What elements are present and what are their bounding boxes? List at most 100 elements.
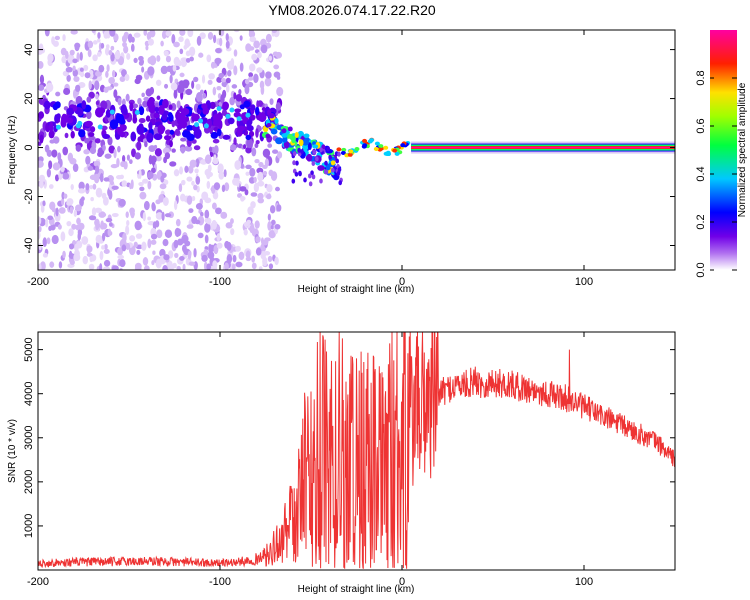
spectrogram-cell xyxy=(336,171,341,177)
spectrogram-cell xyxy=(238,89,242,95)
colorbar-ticks: 0.0 0.2 0.4 0.6 0.8 xyxy=(695,70,737,278)
spectrogram-cell xyxy=(164,229,173,239)
spectrogram-cell xyxy=(188,261,196,266)
spectrogram-cell xyxy=(340,150,346,155)
spectrogram-cell xyxy=(191,113,200,122)
spectrogram-cell xyxy=(79,51,83,61)
spectrogram-cell xyxy=(121,98,126,107)
spectrogram-cell xyxy=(44,30,50,37)
spectrogram-cell xyxy=(325,163,331,171)
spectrogram-cell xyxy=(319,178,323,184)
spectrogram-cell xyxy=(114,50,121,60)
spectrogram-cell xyxy=(394,151,400,156)
spectrogram-cell xyxy=(138,118,146,124)
spectrogram-cell xyxy=(101,232,106,242)
spectrogram-cell xyxy=(247,46,255,51)
spectrogram-cell xyxy=(238,251,245,261)
spectrogram-cell xyxy=(89,255,94,263)
spectrogram-cell xyxy=(84,120,93,127)
spectrogram-cell xyxy=(185,57,191,63)
spectrogram-cell xyxy=(78,181,85,190)
spectrogram-cell xyxy=(392,148,398,153)
spectrogram-cell xyxy=(193,247,197,258)
spectrogram-cell xyxy=(72,69,79,77)
spectrogram-cell xyxy=(119,76,126,83)
spectrogram-cell xyxy=(38,47,46,54)
spectrogram-cell xyxy=(134,220,142,231)
spectrogram-cell xyxy=(38,111,45,119)
spectrogram-cell xyxy=(306,153,313,162)
spectrogram-cell xyxy=(182,263,186,270)
spectrogram-cell xyxy=(207,79,213,85)
spectrogram-cell xyxy=(155,79,162,86)
spectrogram-cell xyxy=(119,267,123,270)
spectrogram-cell xyxy=(236,116,242,122)
snr-y-tick-label: 2000 xyxy=(23,470,35,494)
spectrogram-cell xyxy=(121,180,128,187)
spectrogram-cell xyxy=(224,240,230,249)
spectrogram-cell xyxy=(100,220,105,230)
spectrogram-cell xyxy=(156,55,161,62)
spectrogram-cell xyxy=(121,244,127,252)
spectrogram-cell xyxy=(229,107,235,113)
spectrogram-cell xyxy=(99,250,104,261)
spectrogram-cell xyxy=(248,76,254,81)
spectrogram-cell xyxy=(202,92,207,99)
spectrogram-cell xyxy=(61,197,65,206)
spectrogram-cell xyxy=(270,171,278,181)
spectrogram-cell xyxy=(131,148,136,158)
spectrogram-cell xyxy=(297,147,301,153)
colorbar-gradient xyxy=(710,30,737,270)
spectrogram-cell xyxy=(249,36,257,43)
colorbar-tick-label: 0.4 xyxy=(695,166,707,181)
spectrogram-cell xyxy=(165,129,172,136)
snr-x-label: Height of straight line (km) xyxy=(298,584,415,595)
spectrogram-cell xyxy=(189,56,194,62)
spectrogram-cell xyxy=(174,252,179,259)
spectrogram-cell xyxy=(201,254,208,262)
spectrogram-cell xyxy=(130,211,135,219)
spectrogram-cell xyxy=(71,223,77,230)
spectrogram-cell xyxy=(272,149,279,154)
spectrogram-cell xyxy=(42,237,47,248)
spectrogram-cell xyxy=(39,74,45,85)
spectrogram-cell xyxy=(242,144,247,150)
spectrogram-cell xyxy=(362,138,368,143)
spectrogram-cell xyxy=(69,259,75,266)
spectrogram-cell xyxy=(107,136,113,146)
spectrogram-cell xyxy=(72,58,78,64)
spectrogram-cell xyxy=(255,128,259,138)
spectrogram-cell xyxy=(208,243,212,254)
spectrogram-cell xyxy=(179,30,186,36)
spectrogram-cell xyxy=(208,146,213,153)
spectrogram-cell xyxy=(291,135,296,144)
spectrogram-cell xyxy=(244,189,249,196)
spectrogram-cell xyxy=(90,196,94,202)
spectrogram-cell xyxy=(188,208,194,213)
spectrogram-cell xyxy=(245,171,250,176)
spectrogram-cell xyxy=(51,234,59,245)
spectrogram-cell xyxy=(257,171,264,182)
spectrogram-cell xyxy=(260,44,268,54)
spectrogram-cell xyxy=(308,181,313,187)
spectrogram-cell xyxy=(264,77,272,87)
spectrogram-cell xyxy=(95,93,99,100)
spectrogram-cell xyxy=(328,154,332,160)
spectrogram-cell xyxy=(231,84,238,89)
spectrogram-cell xyxy=(166,263,173,270)
spectrogram-cell xyxy=(175,218,181,227)
spectrogram-cell xyxy=(46,149,53,158)
snr-series-line xyxy=(38,332,675,569)
spectrogram-cell xyxy=(88,215,97,221)
spectrogram-cell xyxy=(383,145,389,150)
spectrogram-cell xyxy=(212,202,217,210)
spectrogram-x-tick-label: -100 xyxy=(209,276,231,288)
spectrogram-cell xyxy=(193,145,201,151)
spectrogram-cell xyxy=(294,131,299,139)
spectrogram-cell xyxy=(246,219,252,225)
spectrogram-cell xyxy=(147,238,152,249)
spectrogram-cell xyxy=(260,85,265,96)
spectrogram-cell xyxy=(294,171,299,177)
spectrogram-cell xyxy=(255,236,261,243)
spectrogram-cell xyxy=(263,250,271,256)
